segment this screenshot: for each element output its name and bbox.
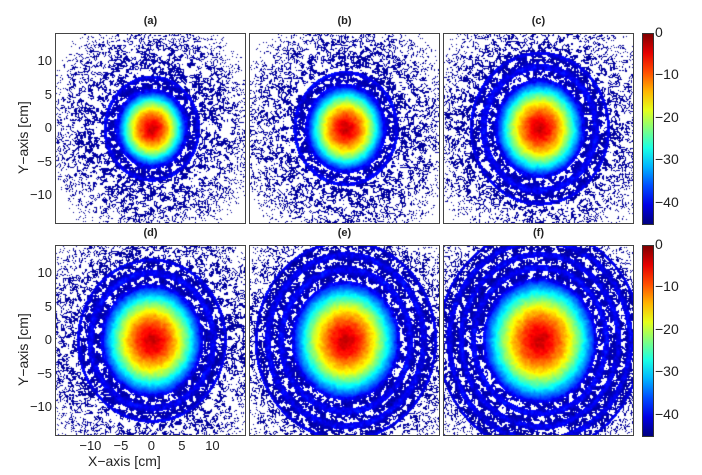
colorbar-tick-label: 0 [655,236,663,252]
panel-title: (b) [337,15,352,27]
colorbar-tick-label: −40 [655,193,679,210]
colorbar [642,245,654,437]
panel-title: (c) [531,15,546,27]
y-tick-label: 5 [44,86,52,102]
panel-title: (f) [533,227,544,239]
y-tick-label: 0 [44,332,52,348]
heatmap-panel [249,245,440,436]
panel-title: (d) [143,227,158,239]
y-tick-label: 0 [44,120,52,136]
y-tick-label: 5 [44,298,52,314]
x-tick-label: 10 [205,438,220,453]
panel-title: (e) [337,227,352,239]
x-tick-label: 0 [147,438,156,453]
colorbar-tick-label: −20 [655,108,679,125]
y-axis-label: Y−axis [cm] [15,312,31,386]
heatmap-canvas [250,246,439,435]
colorbar-tick-label: −10 [655,66,679,83]
heatmap-canvas [250,34,439,223]
y-tick-label: −5 [37,365,52,381]
heatmap-panel [249,33,440,224]
x-tick-label: 5 [178,438,186,453]
colorbar [642,33,654,225]
heatmap-panel [55,33,246,224]
heatmap-panel [443,33,634,224]
x-axis-label: X−axis [cm] [88,453,161,469]
y-tick-label: −10 [29,187,52,203]
heatmap-panel [443,245,634,436]
colorbar-tick-label: 0 [655,24,663,40]
heatmap-panel [55,245,246,436]
heatmap-canvas [56,34,245,223]
y-tick-label: −10 [29,399,52,415]
y-tick-label: 10 [37,53,52,69]
heatmap-canvas [56,246,245,435]
y-tick-label: 10 [37,265,52,281]
colorbar-tick-label: −20 [655,320,679,337]
heatmap-canvas [444,246,633,435]
colorbar-tick-label: −40 [655,405,679,422]
x-tick-label: −5 [113,438,129,453]
heatmap-canvas [444,34,633,223]
y-axis-label: Y−axis [cm] [15,100,31,174]
colorbar-tick-label: −10 [655,278,679,295]
x-tick-label: −10 [79,438,102,453]
colorbar-tick-label: −30 [655,363,679,380]
y-tick-label: −5 [37,153,52,169]
panel-title: (a) [143,15,158,27]
colorbar-tick-label: −30 [655,151,679,168]
